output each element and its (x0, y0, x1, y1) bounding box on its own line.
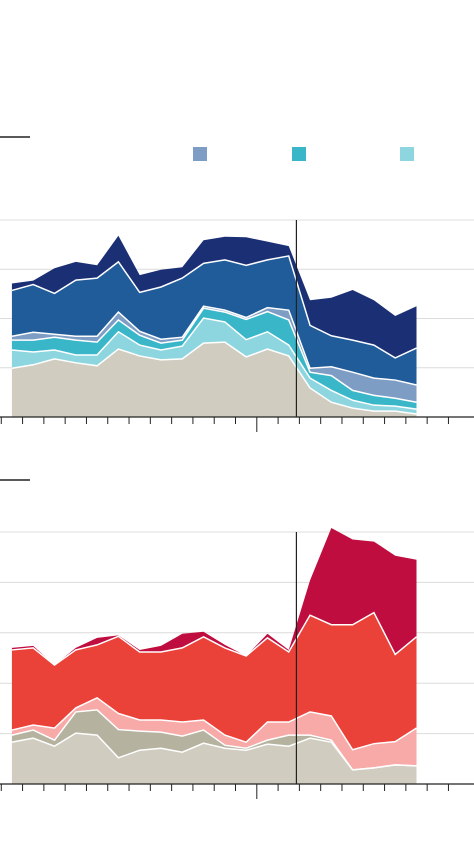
area-divider (11, 317, 417, 410)
area (11, 612, 417, 750)
area (11, 733, 417, 784)
area (11, 527, 417, 666)
area-divider (11, 341, 417, 415)
area-divider (11, 305, 417, 386)
legend-swatch (400, 147, 414, 161)
area (11, 255, 417, 385)
area-divider (11, 696, 417, 751)
area (11, 318, 417, 415)
area-divider (11, 255, 417, 359)
legend-swatch (193, 147, 207, 161)
area (11, 697, 417, 770)
area (11, 306, 417, 403)
area-divider (11, 709, 417, 771)
legend-swatch (292, 147, 306, 161)
area (11, 342, 417, 417)
area (11, 308, 417, 410)
area-divider (11, 307, 417, 403)
area-divider (11, 611, 417, 666)
